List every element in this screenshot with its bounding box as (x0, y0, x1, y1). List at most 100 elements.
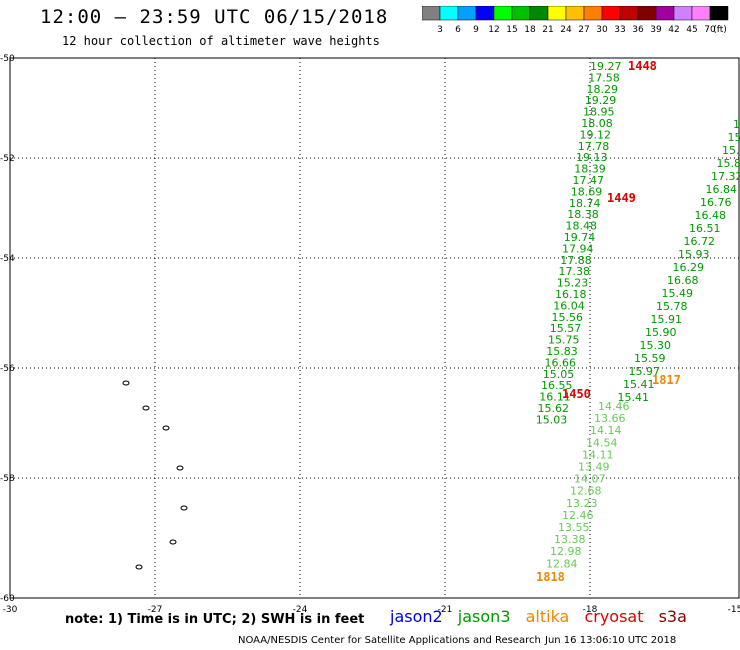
color-scale-label: 15 (506, 25, 517, 35)
altika-wave-value: 13.23 (566, 497, 598, 510)
jason3-east-wave-value: 15.49 (662, 287, 694, 300)
jason3-east-wave-value: 16.68 (667, 274, 699, 287)
island-outline (162, 425, 170, 431)
altika-wave-value: 12.98 (550, 545, 582, 558)
jason3-east-wave-value: 15 (728, 131, 740, 144)
jason3-wave-value: 18.38 (567, 208, 599, 221)
jason3-wave-value: 15.57 (550, 322, 582, 335)
jason3-east-wave-value: 15.59 (634, 352, 666, 365)
jason3-wave-value: 17.78 (578, 140, 610, 153)
jason3-wave-value: 15.83 (546, 345, 578, 358)
jason3-wave-value: 17.38 (559, 265, 591, 278)
color-scale-label: 36 (632, 25, 644, 35)
jason3-wave-value: 15.56 (552, 311, 584, 324)
jason3-wave-value: 16.04 (553, 299, 585, 312)
units-note: note: 1) Time is in UTC; 2) SWH is in fe… (65, 612, 365, 627)
color-scale-label: (ft) (713, 25, 727, 35)
jason3-east-wave-value: 15.78 (656, 300, 688, 313)
jason3-wave-value: 16.55 (541, 379, 573, 392)
jason3-wave-value: 17.47 (573, 174, 605, 187)
map-subtitle: 12 hour collection of altimeter wave hei… (62, 34, 380, 48)
altika-wave-value: 13.49 (578, 461, 610, 474)
jason3-wave-value: 17.94 (562, 242, 594, 255)
jason3-wave-value: 16.18 (555, 288, 587, 301)
jason3-east-wave-value: 16.72 (684, 235, 716, 248)
color-scale-label: 70 (704, 25, 716, 35)
jason3-wave-value: 17.88 (560, 254, 592, 267)
latitude-label: -56 (0, 364, 15, 374)
pass-time-label: 1448 (628, 59, 657, 73)
latitude-label: -60 (0, 594, 15, 604)
longitude-label: -15 (728, 605, 740, 615)
generated-timestamp: Jun 16 13:06:10 UTC 2018 (545, 635, 677, 646)
altika-wave-value: 12.46 (562, 509, 594, 522)
altika-wave-value: 13.55 (558, 521, 590, 534)
longitude-label: -24 (293, 605, 308, 615)
jason3-east-wave-value: 15.41 (623, 378, 655, 391)
island-outline (176, 465, 184, 471)
pass-time-label: 1818 (536, 570, 565, 584)
legend-s3a: s3a (658, 607, 687, 626)
jason3-wave-value: 18.39 (574, 163, 606, 176)
jason3-wave-value: 17.58 (588, 71, 620, 84)
color-scale-label: 30 (596, 25, 608, 35)
color-scale-label: 18 (524, 25, 536, 35)
altika-wave-value: 14.14 (590, 424, 622, 437)
jason3-east-wave-value: 15.93 (678, 248, 710, 261)
jason3-east-wave-value: 15.90 (645, 326, 677, 339)
jason3-wave-value: 19.12 (580, 128, 612, 141)
jason3-wave-value: 16.66 (545, 356, 577, 369)
color-scale-label: 27 (578, 25, 589, 35)
jason3-wave-value: 15.75 (548, 334, 580, 347)
map-title: 12:00 – 23:59 UTC 06/15/2018 (40, 6, 389, 28)
legend-altika: altika (525, 607, 570, 626)
color-scale-label: 9 (473, 25, 479, 35)
jason3-wave-value: 15.62 (538, 402, 570, 415)
pass-time-label: 1450 (562, 387, 591, 401)
jason3-east-wave-value: 17.32 (711, 170, 740, 183)
jason3-wave-value: 18.69 (571, 185, 603, 198)
jason3-wave-value: 19.13 (576, 151, 608, 164)
pass-time-label: 1817 (652, 373, 681, 387)
longitude-label: -30 (3, 605, 18, 615)
jason3-wave-value: 18.08 (581, 117, 613, 130)
jason3-east-wave-value: 16.51 (689, 222, 721, 235)
color-scale-label: 42 (668, 25, 679, 35)
altika-wave-value: 13.66 (594, 412, 626, 425)
longitude-label: -18 (583, 605, 598, 615)
legend-jason2: jason2 (390, 607, 443, 626)
jason3-east-wave-value: 15. (722, 144, 740, 157)
jason3-wave-value: 15.05 (543, 368, 575, 381)
jason3-east-wave-value: 16.48 (695, 209, 727, 222)
jason3-wave-value: 16.11 (539, 391, 571, 404)
jason3-wave-value: 19.29 (585, 94, 617, 107)
latitude-label: -54 (0, 254, 15, 264)
color-scale-label: 12 (488, 25, 499, 35)
island-outline (142, 405, 150, 411)
jason3-east-wave-value: 15.30 (640, 339, 672, 352)
pass-time-label: 1449 (607, 191, 636, 205)
jason3-wave-value: 18.29 (587, 83, 619, 96)
jason3-east-wave-value: 16.76 (700, 196, 732, 209)
jason3-east-wave-value: 15.41 (618, 391, 650, 404)
color-scale-label: 24 (560, 25, 572, 35)
latitude-label: -58 (0, 474, 15, 484)
altika-wave-value: 14.46 (598, 400, 630, 413)
island-outline (169, 539, 177, 545)
altika-wave-value: 14.07 (574, 473, 606, 486)
color-swatch (709, 6, 729, 21)
jason3-east-wave-value: 17 (733, 118, 740, 131)
latitude-label: -52 (0, 154, 15, 164)
color-scale-label: 39 (650, 25, 662, 35)
satellite-legend: jason2 jason3 altika cryosat s3a (390, 607, 697, 626)
latitude-label: -50 (0, 54, 15, 64)
jason3-east-wave-value: 16.29 (673, 261, 705, 274)
legend-jason3: jason3 (457, 607, 511, 626)
altika-wave-value: 14.11 (582, 448, 614, 461)
jason3-east-wave-value: 15.97 (629, 365, 661, 378)
jason3-east-wave-value: 15.91 (651, 313, 683, 326)
island-outline (135, 564, 143, 570)
color-scale-label: 3 (437, 25, 443, 35)
credit-line: NOAA/NESDIS Center for Satellite Applica… (238, 635, 541, 646)
